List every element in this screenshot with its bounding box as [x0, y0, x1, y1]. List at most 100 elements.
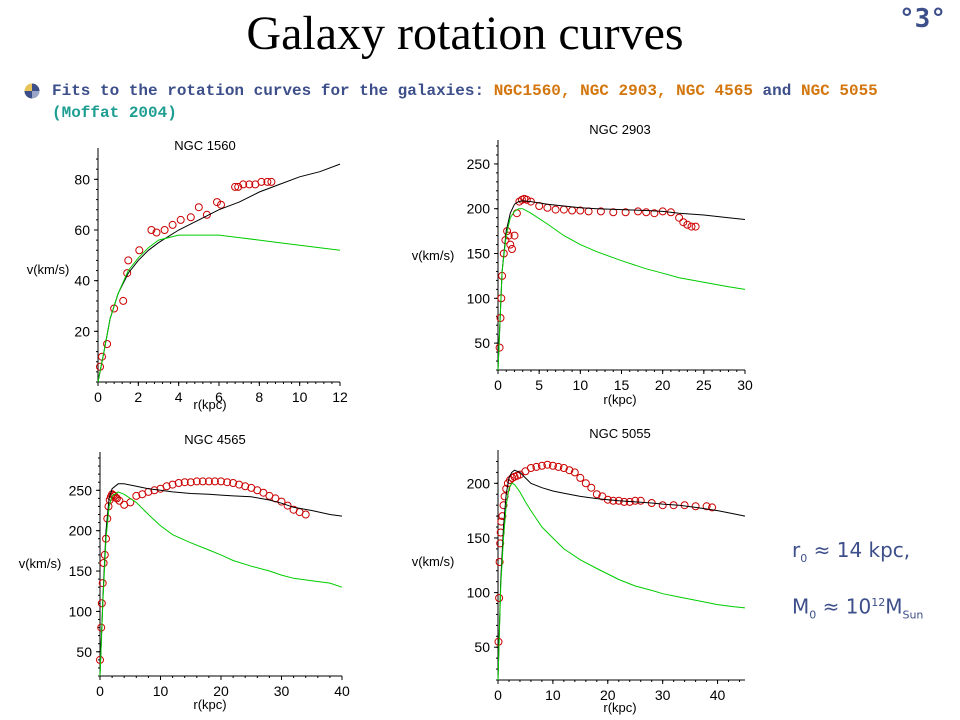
data-point: [504, 231, 513, 240]
x-tick-label: 20: [213, 683, 229, 699]
data-point: [683, 220, 692, 229]
data-point: [301, 510, 310, 519]
y-axis-label: v(km/s): [412, 554, 455, 569]
data-point: [176, 215, 185, 224]
y-axis-label: v(km/s): [27, 262, 70, 277]
formula-r0: r0 ≈ 14 kpc,: [792, 538, 911, 565]
y-tick-label: 100: [467, 585, 491, 601]
y-tick-label: 80: [74, 171, 90, 187]
x-tick-label: 30: [655, 687, 671, 703]
newtonian-curve: [97, 234, 341, 383]
fit-curve: [97, 163, 341, 383]
slide-title: Galaxy rotation curves: [246, 7, 684, 60]
x-tick-label: 12: [332, 389, 348, 405]
data-point: [679, 218, 688, 227]
x-tick-label: 15: [614, 377, 630, 393]
data-point: [202, 210, 211, 219]
data-point: [234, 182, 243, 191]
x-tick-label: 20: [655, 377, 671, 393]
data-point: [675, 213, 684, 222]
x-tick-label: 0: [96, 683, 104, 699]
x-tick-label: 8: [255, 389, 263, 405]
x-tick-label: 20: [600, 687, 616, 703]
data-point: [263, 177, 272, 186]
y-tick-label: 50: [76, 644, 92, 660]
data-point: [168, 220, 177, 229]
data-point: [495, 558, 504, 566]
chart-title: NGC 2903: [589, 122, 650, 137]
x-tick-label: 5: [535, 377, 543, 393]
data-point: [210, 477, 219, 486]
data-point: [119, 296, 128, 305]
data-point: [180, 478, 189, 487]
data-point: [506, 240, 515, 249]
x-tick-label: 10: [545, 687, 561, 703]
data-point: [132, 491, 141, 500]
data-point: [283, 501, 292, 510]
data-point: [512, 209, 521, 218]
x-tick-label: 40: [710, 687, 726, 703]
data-point: [650, 209, 659, 218]
y-tick-label: 150: [467, 530, 491, 546]
data-point: [634, 207, 642, 216]
y-tick-label: 50: [474, 335, 490, 351]
slide-number: °3°: [899, 4, 946, 34]
data-point: [152, 228, 161, 237]
y-tick-label: 150: [467, 246, 491, 262]
y-tick-label: 100: [69, 603, 93, 619]
chart-title: NGC 1560: [174, 138, 235, 153]
data-point: [708, 503, 717, 512]
data-point: [642, 208, 651, 217]
chart-ngc4565: 50 100 150 200 250 0 10 20 30 40 NGC 4565 v(km/s) r(…: [19, 432, 350, 712]
data-point: [98, 352, 106, 361]
data-point: [592, 490, 601, 499]
data-point: [559, 464, 568, 472]
data-point: [581, 479, 590, 488]
data-point: [135, 246, 144, 255]
data-point: [124, 256, 133, 265]
data-point: [192, 477, 201, 486]
data-point: [587, 483, 596, 492]
bullet-galaxies: NGC1560, NGC 2903, NGC 4565: [493, 82, 753, 100]
data-point: [570, 468, 579, 477]
data-point: [194, 203, 203, 212]
data-point: [495, 343, 504, 352]
data-point: [213, 198, 221, 207]
data-point: [537, 461, 546, 470]
x-tick-label: 0: [94, 389, 102, 405]
x-tick-label: 2: [134, 389, 142, 405]
data-point: [691, 502, 700, 511]
data-point: [239, 180, 248, 189]
data-point: [110, 491, 119, 500]
x-tick-label: 4: [175, 389, 183, 405]
data-point: [621, 208, 630, 217]
data-point: [229, 479, 238, 487]
data-point: [551, 205, 560, 214]
bullet-citation: (Moffat 2004): [52, 104, 177, 122]
data-point: [636, 496, 645, 505]
data-point: [620, 497, 629, 506]
data-point: [186, 213, 195, 222]
newtonian-curve: [497, 208, 746, 371]
x-axis-label: r(kpc): [603, 700, 636, 715]
x-tick-label: 10: [573, 377, 589, 393]
y-tick-label: 200: [467, 475, 491, 491]
x-tick-label: 0: [494, 687, 502, 703]
data-point: [687, 222, 696, 231]
y-tick-label: 250: [467, 156, 491, 172]
data-point: [496, 539, 505, 548]
fit-curve: [99, 483, 343, 677]
data-point: [231, 182, 240, 191]
x-axis-label: r(kpc): [603, 392, 636, 407]
data-point: [147, 226, 156, 234]
y-axis-label: v(km/s): [412, 248, 455, 263]
chart-title: NGC 5055: [589, 426, 650, 441]
x-axis-label: r(kpc): [193, 397, 226, 412]
y-tick-label: 250: [69, 482, 93, 498]
newtonian-curve: [99, 491, 343, 677]
data-point: [565, 466, 574, 475]
data-point: [568, 206, 577, 215]
y-tick-label: 150: [69, 563, 93, 579]
data-point: [576, 206, 585, 215]
data-point: [508, 245, 516, 253]
